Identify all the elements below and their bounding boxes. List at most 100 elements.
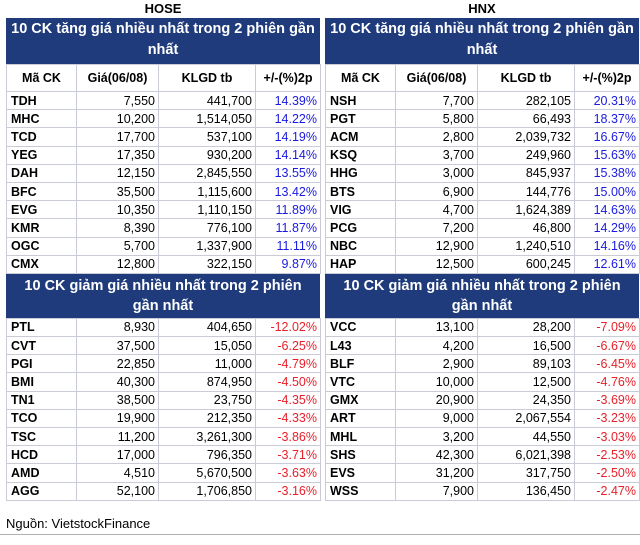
- price: 11,200: [76, 426, 159, 447]
- price: 13,100: [395, 317, 478, 338]
- price: 7,900: [395, 481, 478, 501]
- avg-volume: 1,337,900: [158, 236, 256, 256]
- avg-volume: 322,150: [158, 254, 256, 274]
- table-row: KMR 8,390 776,100 11.87%: [6, 218, 321, 238]
- avg-volume: 874,950: [158, 372, 256, 392]
- avg-volume: 44,550: [477, 426, 575, 447]
- price: 12,500: [395, 254, 478, 274]
- stock-code: VTC: [325, 372, 396, 392]
- table-row: AMD 4,510 5,670,500 -3.63%: [6, 463, 321, 483]
- stock-code: MHC: [6, 109, 77, 129]
- table-row: ART 9,000 2,067,554 -3.23%: [325, 408, 640, 429]
- stock-code: ACM: [325, 127, 396, 147]
- change-percent: -4.79%: [255, 354, 321, 374]
- avg-volume: 3,261,300: [158, 426, 256, 447]
- table-row: HAP 12,500 600,245 12.61%: [325, 254, 640, 274]
- change-percent: 14.22%: [255, 109, 321, 129]
- stock-code: TDH: [6, 90, 77, 111]
- change-percent: -3.69%: [574, 390, 640, 410]
- price: 4,200: [395, 336, 478, 356]
- change-percent: -3.23%: [574, 408, 640, 429]
- change-percent: -4.33%: [255, 408, 321, 429]
- change-percent: 14.16%: [574, 236, 640, 256]
- table-row: BMI 40,300 874,950 -4.50%: [6, 372, 321, 392]
- column-header-code: Mã CK: [325, 64, 396, 92]
- price: 9,000: [395, 408, 478, 429]
- price: 7,200: [395, 218, 478, 238]
- stock-code: TCD: [6, 127, 77, 147]
- avg-volume: 24,350: [477, 390, 575, 410]
- change-percent: 14.39%: [255, 90, 321, 111]
- price: 12,150: [76, 163, 159, 183]
- avg-volume: 249,960: [477, 145, 575, 165]
- change-percent: 16.67%: [574, 127, 640, 147]
- change-percent: 14.29%: [574, 218, 640, 238]
- avg-volume: 1,240,510: [477, 236, 575, 256]
- table-row: CMX 12,800 322,150 9.87%: [6, 254, 321, 274]
- price: 35,500: [76, 181, 159, 202]
- change-percent: -2.47%: [574, 481, 640, 501]
- change-percent: -3.86%: [255, 426, 321, 447]
- avg-volume: 930,200: [158, 145, 256, 165]
- change-percent: -3.16%: [255, 481, 321, 501]
- table-row: TCO 19,900 212,350 -4.33%: [6, 408, 321, 429]
- change-percent: -2.50%: [574, 463, 640, 483]
- price: 20,900: [395, 390, 478, 410]
- change-percent: 14.19%: [255, 127, 321, 147]
- avg-volume: 15,050: [158, 336, 256, 356]
- price: 52,100: [76, 481, 159, 501]
- avg-volume: 6,021,398: [477, 445, 575, 465]
- column-header-volume: KLGD tb: [477, 64, 575, 92]
- change-percent: 15.63%: [574, 145, 640, 165]
- hnx-panel: 10 CK tăng giá nhiều nhất trong 2 phiên …: [325, 18, 640, 501]
- price: 42,300: [395, 445, 478, 465]
- change-percent: 18.37%: [574, 109, 640, 129]
- stock-code: BFC: [6, 181, 77, 202]
- table-row: PTL 8,930 404,650 -12.02%: [6, 317, 321, 338]
- stock-code: CMX: [6, 254, 77, 274]
- avg-volume: 796,350: [158, 445, 256, 465]
- change-percent: 20.31%: [574, 90, 640, 111]
- table-row: MHL 3,200 44,550 -3.03%: [325, 426, 640, 447]
- table-row: ACM 2,800 2,039,732 16.67%: [325, 127, 640, 147]
- change-percent: -6.67%: [574, 336, 640, 356]
- stock-code: TSC: [6, 426, 77, 447]
- stock-code: PGI: [6, 354, 77, 374]
- table-row: L43 4,200 16,500 -6.67%: [325, 336, 640, 356]
- stock-code: OGC: [6, 236, 77, 256]
- price: 2,800: [395, 127, 478, 147]
- hose-market-title: HOSE: [144, 1, 182, 16]
- change-percent: -4.50%: [255, 372, 321, 392]
- stock-code: GMX: [325, 390, 396, 410]
- hnx-market-title: HNX: [468, 1, 496, 16]
- price: 38,500: [76, 390, 159, 410]
- hose-losers-title: 10 CK giảm giá nhiều nhất trong 2 phiên …: [6, 273, 320, 318]
- stock-code: WSS: [325, 481, 396, 501]
- table-row: VIG 4,700 1,624,389 14.63%: [325, 200, 640, 220]
- table-row: AGG 52,100 1,706,850 -3.16%: [6, 481, 321, 501]
- change-percent: 12.61%: [574, 254, 640, 274]
- change-percent: -3.63%: [255, 463, 321, 483]
- hose-gainers-title: 10 CK tăng giá nhiều nhất trong 2 phiên …: [6, 18, 320, 64]
- table-row: NSH 7,700 282,105 20.31%: [325, 90, 640, 111]
- table-row: MHC 10,200 1,514,050 14.22%: [6, 109, 321, 129]
- change-percent: 11.87%: [255, 218, 321, 238]
- stock-code: HCD: [6, 445, 77, 465]
- change-percent: 11.11%: [255, 236, 321, 256]
- avg-volume: 5,670,500: [158, 463, 256, 483]
- avg-volume: 1,115,600: [158, 181, 256, 202]
- price: 4,700: [395, 200, 478, 220]
- stock-code: HAP: [325, 254, 396, 274]
- stock-code: PTL: [6, 317, 77, 338]
- table-row: TN1 38,500 23,750 -4.35%: [6, 390, 321, 410]
- avg-volume: 317,750: [477, 463, 575, 483]
- price: 19,900: [76, 408, 159, 429]
- table-row: EVG 10,350 1,110,150 11.89%: [6, 200, 321, 220]
- price: 17,350: [76, 145, 159, 165]
- avg-volume: 1,706,850: [158, 481, 256, 501]
- stock-code: CVT: [6, 336, 77, 356]
- table-row: DAH 12,150 2,845,550 13.55%: [6, 163, 321, 183]
- avg-volume: 89,103: [477, 354, 575, 374]
- avg-volume: 28,200: [477, 317, 575, 338]
- change-percent: -12.02%: [255, 317, 321, 338]
